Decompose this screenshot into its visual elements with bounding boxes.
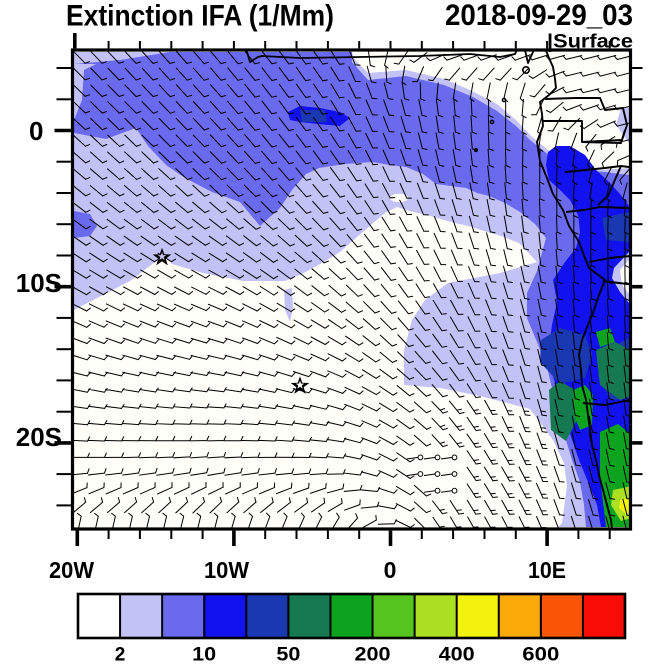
svg-text:10E: 10E <box>528 557 566 583</box>
svg-text:0: 0 <box>29 116 43 146</box>
svg-text:2018-09-29_03: 2018-09-29_03 <box>445 0 633 32</box>
svg-text:10: 10 <box>192 645 216 666</box>
svg-text:400: 400 <box>439 645 475 666</box>
svg-text:200: 200 <box>355 645 391 666</box>
svg-text:0: 0 <box>384 557 397 583</box>
svg-text:|Surface: |Surface <box>547 32 633 53</box>
svg-text:20W: 20W <box>49 557 94 583</box>
svg-text:20S: 20S <box>16 422 62 452</box>
svg-text:50: 50 <box>276 645 300 666</box>
svg-text:Extinction IFA (1/Mm): Extinction IFA (1/Mm) <box>66 0 334 33</box>
svg-text:10S: 10S <box>16 268 62 298</box>
svg-text:600: 600 <box>522 645 559 666</box>
svg-text:2: 2 <box>115 645 126 666</box>
svg-text:10W: 10W <box>204 557 249 583</box>
